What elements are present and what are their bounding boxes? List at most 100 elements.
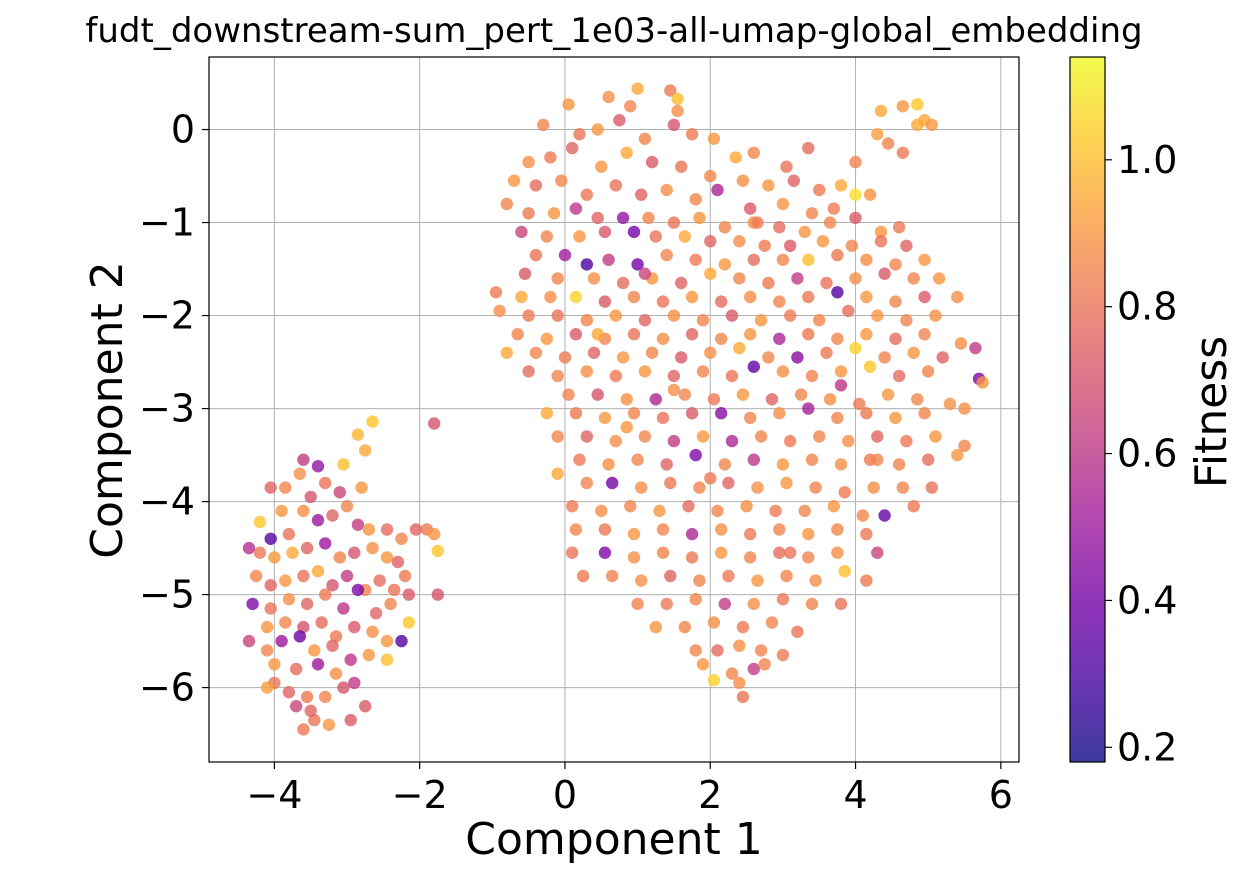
data-point [624,500,637,513]
data-point [784,309,797,322]
data-point [606,476,619,490]
data-point [776,648,790,662]
data-point [744,527,757,541]
data-point [290,700,303,713]
y-axis-label: Component 2 [82,261,133,558]
data-point [758,658,771,671]
data-point [297,504,310,518]
y-tick-label: −6 [139,666,195,710]
data-point [773,546,786,559]
plot-frame [208,56,1020,763]
data-point [802,290,815,304]
data-point [573,453,586,466]
data-point [300,541,314,555]
data-point [308,644,321,657]
data-point [598,546,612,559]
data-point [707,674,721,687]
data-point [649,393,662,406]
data-point [809,574,822,587]
data-point [733,235,746,248]
data-point [351,428,365,441]
data-point [667,383,681,397]
data-point [645,155,659,169]
x-tick-label: 6 [989,773,1013,817]
data-point [853,397,866,411]
data-point [522,207,535,220]
data-point [649,230,662,243]
data-point [500,197,513,211]
data-point [729,151,742,164]
data-point [595,504,608,518]
data-point [696,430,710,443]
data-point [598,225,612,239]
data-point [246,597,259,611]
data-point [849,188,862,201]
data-point [751,216,764,229]
data-point [689,193,702,206]
data-point [936,351,949,364]
data-point [373,574,386,587]
data-point [551,369,564,383]
data-point [242,541,256,555]
data-point [348,620,361,634]
data-point [689,593,702,606]
data-point [765,616,779,629]
data-point [932,272,946,285]
data-point [744,202,757,215]
data-point [715,407,728,420]
data-point [784,239,797,252]
data-point [493,304,506,318]
data-point [631,597,644,611]
data-point [685,290,699,304]
data-point [431,588,444,601]
data-point [656,332,670,345]
data-point [591,211,604,225]
data-point [362,648,375,662]
data-point [776,253,790,266]
data-point [337,602,350,615]
data-point [587,272,601,285]
data-point [297,453,310,466]
data-point [725,667,739,680]
colorbar-ticks: 0.2 0.4 0.6 0.8 1.0 [1105,138,1177,769]
data-point [805,207,819,220]
data-point [718,221,731,234]
data-point [355,481,368,494]
data-point [319,690,332,704]
data-point [602,253,615,266]
x-tick-label: 0 [553,773,577,817]
data-point [882,137,895,150]
data-point [831,523,844,536]
data-point [849,155,862,169]
data-point [707,393,721,406]
data-point [609,434,622,448]
data-point [715,546,728,559]
data-point [551,467,564,480]
data-point [740,500,753,513]
data-point [976,376,989,389]
data-point [802,527,815,541]
data-point [831,411,844,425]
data-point [286,546,299,559]
data-point [242,634,256,648]
data-point [685,551,699,564]
data-point [780,476,793,490]
data-point [616,276,630,290]
data-point [627,407,641,420]
data-point [696,658,710,671]
data-point [773,523,786,536]
data-point [878,509,891,522]
data-point [253,515,267,529]
data-point [631,258,644,271]
data-point [747,662,760,676]
data-point [380,634,394,648]
data-point [598,411,612,425]
colorbar [1069,56,1106,763]
data-point [293,630,306,643]
data-point [776,593,790,606]
data-point [874,225,888,239]
data-point [573,128,586,141]
data-point [260,620,274,634]
data-point [725,309,739,322]
data-point [667,216,681,229]
